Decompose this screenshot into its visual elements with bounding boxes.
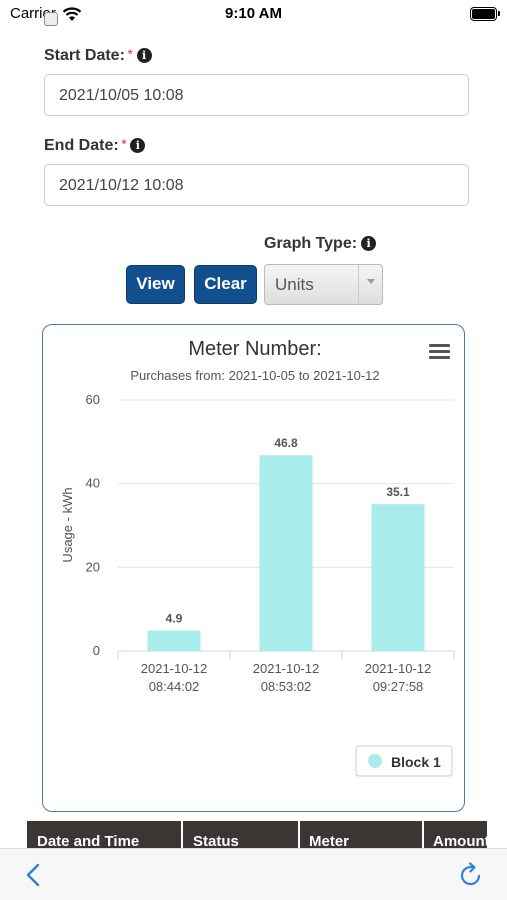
hamburger-menu-icon[interactable] xyxy=(429,344,450,359)
data-label: 35.1 xyxy=(386,485,410,499)
usage-bar-chart: Meter Number: Purchases from: 2021-10-05… xyxy=(60,338,455,777)
chart-subtitle: Purchases from: 2021-10-05 to 2021-10-12 xyxy=(130,368,379,383)
chart-legend[interactable]: Block 1 xyxy=(355,745,453,777)
x-axis-labels: 2021-10-12 08:44:02 2021-10-12 08:53:02 2021… xyxy=(117,651,455,694)
x-tick-label: 2021-10-12 xyxy=(365,661,432,676)
info-icon[interactable]: i xyxy=(130,138,146,153)
end-date-label-text: End Date: xyxy=(44,137,119,154)
x-tick-label: 2021-10-12 xyxy=(253,661,320,676)
chart-card: Meter Number: Purchases from: 2021-10-05… xyxy=(42,324,465,812)
data-label: 4.9 xyxy=(166,612,183,626)
legend-marker xyxy=(368,754,382,768)
clock-label: 9:10 AM xyxy=(225,5,282,22)
info-icon[interactable]: i xyxy=(361,236,377,251)
clear-button[interactable]: Clear xyxy=(194,265,257,304)
battery-icon xyxy=(470,7,500,21)
chevron-left-icon[interactable] xyxy=(22,862,46,888)
graph-type-label: Graph Type: i xyxy=(264,235,377,253)
required-mark: * xyxy=(127,47,133,61)
column-header[interactable]: Date and Time xyxy=(37,833,140,850)
x-tick-label: 09:27:58 xyxy=(373,679,424,694)
graph-type-selected: Units xyxy=(275,275,314,294)
x-tick-label: 2021-10-12 xyxy=(141,661,208,676)
column-header[interactable]: Meter xyxy=(309,833,350,850)
start-date-label: Start Date: * i xyxy=(44,47,152,65)
x-tick-label: 08:44:02 xyxy=(149,679,200,694)
info-icon[interactable]: i xyxy=(136,48,152,63)
start-date-input[interactable]: 2021/10/05 10:08 xyxy=(44,74,469,116)
bar[interactable] xyxy=(147,630,201,651)
view-button[interactable]: View xyxy=(126,265,185,304)
data-label: 46.8 xyxy=(274,436,298,450)
legend-label: Block 1 xyxy=(391,754,441,770)
transactions-table-header: Date and Time Status Meter Amount xyxy=(27,821,487,851)
y-tick-label: 0 xyxy=(93,643,100,658)
chart-title: Meter Number: xyxy=(188,338,321,360)
y-axis-label: Usage - kWh xyxy=(60,487,75,562)
y-tick-label: 60 xyxy=(86,392,100,407)
bar[interactable] xyxy=(259,455,313,651)
end-date-input[interactable]: 2021/10/12 10:08 xyxy=(44,164,469,206)
chevron-down-icon xyxy=(358,265,382,304)
graph-type-select[interactable]: Units xyxy=(264,264,383,305)
required-mark: * xyxy=(121,137,127,151)
start-date-label-text: Start Date: xyxy=(44,47,125,64)
graph-type-label-text: Graph Type: xyxy=(264,235,358,252)
wifi-icon xyxy=(62,7,82,21)
column-header[interactable]: Amount xyxy=(433,833,487,850)
column-header[interactable]: Status xyxy=(193,833,239,850)
option-checkbox[interactable] xyxy=(44,12,58,26)
reload-icon[interactable] xyxy=(457,861,485,889)
y-tick-label: 40 xyxy=(86,476,100,491)
bottom-toolbar xyxy=(0,848,507,900)
y-tick-label: 20 xyxy=(86,559,100,574)
end-date-label: End Date: * i xyxy=(44,137,146,155)
bar[interactable] xyxy=(371,504,425,651)
chart-bars: 4.9 46.8 35.1 xyxy=(147,436,425,651)
x-tick-label: 08:53:02 xyxy=(261,679,312,694)
status-bar: Carrier 9:10 AM xyxy=(0,0,507,30)
